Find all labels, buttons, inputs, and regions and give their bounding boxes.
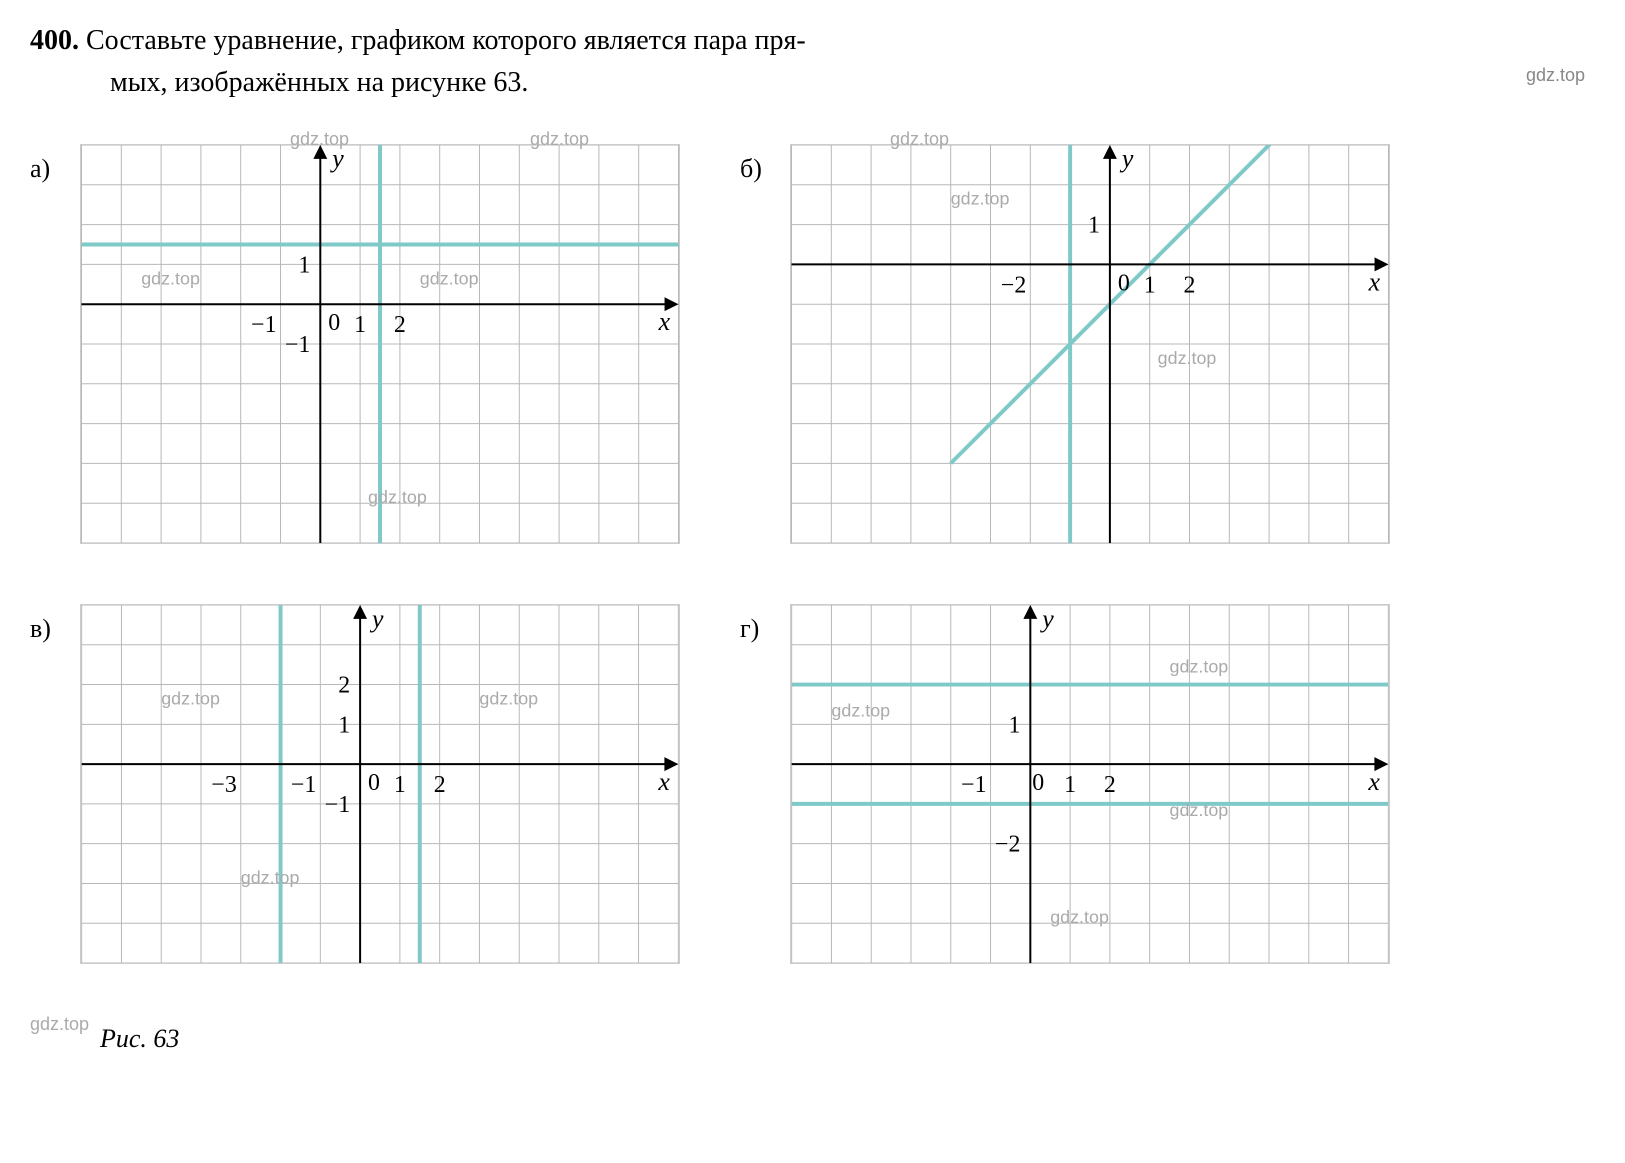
origin-label: 0 bbox=[328, 310, 340, 336]
chart-label-g: г) bbox=[740, 614, 780, 644]
chart-b: y x 0 −2 1 2 1 gdz.top gdz.top bbox=[790, 144, 1390, 544]
y-tick-label: −1 bbox=[285, 332, 310, 358]
x-tick-label: 1 bbox=[394, 772, 406, 798]
watermark: gdz.top bbox=[420, 268, 479, 288]
watermark: gdz.top bbox=[30, 1014, 89, 1035]
problem-statement: 400. Составьте уравнение, графиком котор… bbox=[30, 20, 1595, 104]
y-tick-label: 1 bbox=[298, 252, 310, 278]
y-axis-label: y bbox=[1039, 604, 1054, 633]
origin-label: 0 bbox=[368, 770, 380, 796]
y-tick-label: −2 bbox=[995, 832, 1020, 858]
watermark: gdz.top bbox=[1170, 800, 1229, 820]
x-tick-label: −1 bbox=[291, 772, 316, 798]
watermark: gdz.top bbox=[951, 189, 1010, 209]
x-tick-label: −3 bbox=[211, 772, 236, 798]
y-axis-label: y bbox=[1119, 144, 1134, 173]
x-tick-label: 2 bbox=[1184, 272, 1196, 298]
chart-block-v: в) y x 0 −3 −1 1 2 2 1 −1 gdz.top gdz.top gdz.top bbox=[30, 604, 680, 964]
chart-g: y x 0 −1 1 2 1 −2 gdz.top gdz.top gdz.top gdz.top bbox=[790, 604, 1390, 964]
y-axis-label: y bbox=[369, 604, 384, 633]
problem-line1: Составьте уравнение, графиком которого я… bbox=[86, 25, 806, 56]
chart-label-v: в) bbox=[30, 614, 70, 644]
origin-label: 0 bbox=[1118, 270, 1130, 296]
chart-block-g: г) y x 0 −1 1 2 1 −2 gdz.top gdz.top gdz.top gdz.top bbox=[740, 604, 1390, 964]
watermark: gdz.top bbox=[290, 129, 349, 150]
chart-a: yx0−1121−1gdz.topgdz.topgdz.top bbox=[80, 144, 680, 544]
watermark: gdz.top bbox=[161, 688, 220, 708]
charts-container: gdz.top gdz.top gdz.top а) y x 0 −1 1 2 1 −1 gdz.top… bbox=[30, 144, 1595, 964]
y-tick-label: −1 bbox=[325, 792, 350, 818]
problem-line2: мых, изображённых на рисунке 63. bbox=[110, 67, 528, 98]
x-axis-label: x bbox=[657, 767, 670, 796]
watermark: gdz.top bbox=[1050, 907, 1109, 927]
problem-number: 400. bbox=[30, 25, 79, 56]
x-tick-label: −1 bbox=[251, 312, 276, 338]
chart-label-a: а) bbox=[30, 154, 70, 184]
y-tick-label: 1 bbox=[1008, 712, 1020, 738]
watermark: gdz.top bbox=[1526, 62, 1585, 89]
watermark: gdz.top bbox=[241, 867, 300, 887]
charts-row-2: в) y x 0 −3 −1 1 2 2 1 −1 gdz.top gdz.top gdz.top г) y x… bbox=[30, 604, 1595, 964]
charts-row-1: gdz.top gdz.top gdz.top а) y x 0 −1 1 2 1 −1 gdz.top… bbox=[30, 144, 1595, 544]
x-axis-label: x bbox=[658, 307, 671, 336]
x-tick-label: −2 bbox=[1001, 272, 1026, 298]
x-tick-label: 2 bbox=[434, 772, 446, 798]
x-tick-label: 1 bbox=[1144, 272, 1156, 298]
watermark: gdz.top bbox=[530, 129, 589, 150]
chart-block-a: а)yx0−1121−1gdz.topgdz.topgdz.top bbox=[30, 144, 680, 544]
x-tick-label: 1 bbox=[354, 312, 366, 338]
watermark: gdz.top bbox=[831, 700, 890, 720]
chart-v: y x 0 −3 −1 1 2 2 1 −1 gdz.top gdz.top gdz.top bbox=[80, 604, 680, 964]
x-tick-label: −1 bbox=[961, 772, 986, 798]
origin-label: 0 bbox=[1032, 770, 1044, 796]
chart-label-b: б) bbox=[740, 154, 780, 184]
y-tick-label: 1 bbox=[338, 712, 350, 738]
x-axis-label: x bbox=[1368, 267, 1381, 296]
figure-caption: Рис. 63 bbox=[100, 1024, 1595, 1054]
watermark: gdz.top bbox=[141, 268, 200, 288]
y-tick-label: 2 bbox=[338, 673, 350, 699]
chart-block-b: б) y x 0 −2 1 2 1 gdz.top gdz.top bbox=[740, 144, 1390, 544]
watermark: gdz.top bbox=[1158, 348, 1217, 368]
watermark: gdz.top bbox=[479, 688, 538, 708]
x-tick-label: 1 bbox=[1064, 772, 1076, 798]
y-tick-label: 1 bbox=[1088, 213, 1100, 239]
x-tick-label: 2 bbox=[1104, 772, 1116, 798]
x-tick-label: 2 bbox=[394, 312, 406, 338]
watermark: gdz.top bbox=[1170, 657, 1229, 677]
watermark: gdz.top bbox=[368, 487, 427, 507]
watermark: gdz.top bbox=[890, 129, 949, 150]
x-axis-label: x bbox=[1367, 767, 1380, 796]
